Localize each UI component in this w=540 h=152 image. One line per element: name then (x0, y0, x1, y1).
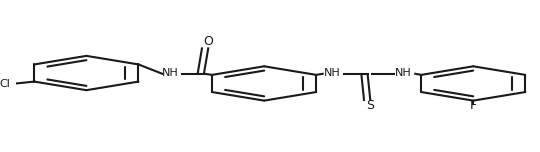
Text: Cl: Cl (0, 79, 10, 89)
Text: O: O (203, 35, 213, 48)
Text: F: F (470, 99, 477, 112)
Text: NH: NH (161, 68, 178, 78)
Text: NH: NH (324, 68, 341, 78)
Text: NH: NH (395, 68, 412, 78)
Text: S: S (366, 99, 374, 112)
